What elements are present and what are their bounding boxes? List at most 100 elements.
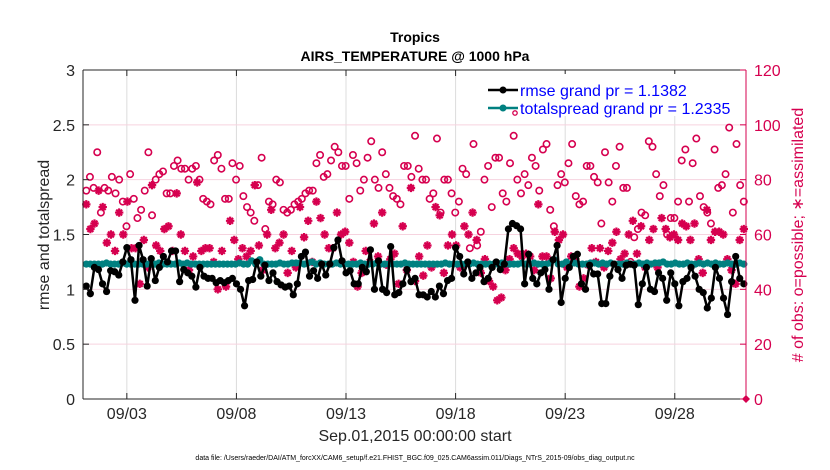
obs-possible-point xyxy=(641,211,650,220)
obs-possible-point xyxy=(221,194,230,203)
rmse-point xyxy=(577,280,586,288)
obs-possible-point xyxy=(217,164,226,173)
obs-assimilated-point xyxy=(361,246,370,256)
obs-possible-point xyxy=(604,178,613,187)
x-tick-label: 09/23 xyxy=(545,406,585,423)
obs-assimilated-point xyxy=(665,233,675,242)
obs-assimilated-point xyxy=(468,208,477,217)
rmse-point xyxy=(602,299,610,308)
rmse-point xyxy=(439,290,448,298)
obs-possible-point xyxy=(308,186,317,195)
obs-assimilated-point xyxy=(735,235,744,245)
rmse-point xyxy=(188,272,196,280)
obs-possible-point xyxy=(739,197,748,206)
obs-assimilated-point xyxy=(616,254,625,264)
legend-obs-circle-icon xyxy=(512,110,518,116)
rmse-point xyxy=(338,257,346,265)
rmse-point xyxy=(374,257,383,265)
y-tick-label-right: 120 xyxy=(754,63,781,80)
obs-possible-point xyxy=(403,161,412,170)
obs-possible-point xyxy=(553,181,562,190)
obs-possible-point xyxy=(85,172,94,181)
x-tick-label: 09/28 xyxy=(655,406,695,423)
legend-label-rmse: rmse grand pr = 1.1382 xyxy=(520,83,687,100)
obs-assimilated-point xyxy=(505,254,514,264)
chart-title: Tropics xyxy=(390,29,440,45)
obs-assimilated-point xyxy=(608,238,617,247)
obs-possible-point xyxy=(191,161,200,170)
legend-marker-totalspread xyxy=(499,104,507,112)
obs-assimilated-point xyxy=(320,230,329,239)
rmse-point xyxy=(163,258,172,266)
obs-possible-point xyxy=(582,161,591,170)
obs-possible-point xyxy=(297,194,306,203)
obs-possible-point xyxy=(173,156,182,165)
legend: rmse grand pr = 1.1382 totalspread grand… xyxy=(472,74,744,118)
obs-assimilated-point xyxy=(139,235,149,245)
obs-assimilated-point xyxy=(254,241,264,250)
obs-assimilated-point xyxy=(723,254,732,264)
obs-assimilated-point xyxy=(234,254,243,264)
obs-possible-point xyxy=(732,140,741,149)
obs-assimilated-point xyxy=(443,241,453,250)
rmse-point xyxy=(322,271,330,279)
obs-possible-point xyxy=(706,219,715,228)
obs-assimilated-point xyxy=(373,252,383,261)
obs-assimilated-point xyxy=(340,227,350,236)
y-tick-label-left: 0 xyxy=(66,392,75,409)
obs-assimilated-point xyxy=(271,244,280,253)
rmse-point xyxy=(654,269,663,277)
obs-possible-point xyxy=(374,183,383,192)
obs-possible-point xyxy=(232,175,241,184)
rmse-point xyxy=(366,246,375,254)
obs-assimilated-point xyxy=(193,178,202,187)
rmse-point xyxy=(585,261,594,269)
rmse-point xyxy=(232,280,241,288)
rmse-point xyxy=(472,269,480,277)
y-tick-label-right: 100 xyxy=(754,118,781,135)
obs-possible-point xyxy=(659,181,668,190)
obs-possible-point xyxy=(432,134,441,143)
obs-possible-point xyxy=(206,200,215,209)
rmse-point xyxy=(476,263,484,271)
obs-assimilated-point xyxy=(94,186,103,195)
rmse-point xyxy=(699,289,707,297)
obs-possible-point xyxy=(429,189,438,198)
rmse-point xyxy=(192,283,200,291)
obs-possible-point xyxy=(725,123,734,132)
obs-possible-point xyxy=(169,161,178,170)
obs-possible-point xyxy=(407,172,416,181)
rmse-point xyxy=(719,294,728,302)
rmse-point xyxy=(667,269,675,277)
obs-possible-point xyxy=(363,153,372,162)
obs-possible-point xyxy=(516,189,525,198)
rmse-point xyxy=(346,267,354,275)
rmse-point xyxy=(354,280,362,288)
obs-assimilated-point xyxy=(369,219,379,228)
obs-assimilated-point xyxy=(279,230,288,239)
obs-possible-point xyxy=(600,148,609,157)
rmse-point xyxy=(456,252,464,261)
y-tick-label-left: 3 xyxy=(66,63,75,80)
rmse-point xyxy=(618,274,626,282)
obs-possible-point xyxy=(275,178,284,187)
rmse-point xyxy=(715,274,724,282)
obs-assimilated-point xyxy=(694,254,703,264)
obs-possible-point xyxy=(462,170,471,179)
rmse-point xyxy=(533,280,541,288)
x-tick-label: 09/03 xyxy=(107,406,147,423)
rmse-point xyxy=(176,278,184,286)
obs-possible-point xyxy=(480,175,489,184)
obs-assimilated-point xyxy=(377,208,387,217)
obs-assimilated-point xyxy=(336,230,346,239)
legend-marker-rmse xyxy=(499,86,507,94)
obs-possible-point xyxy=(531,161,540,170)
rmse-point xyxy=(683,274,691,282)
obs-assimilated-point xyxy=(628,216,638,225)
obs-assimilated-point xyxy=(603,246,613,256)
obs-assimilated-point xyxy=(612,227,621,236)
obs-assimilated-point xyxy=(530,265,539,275)
obs-possible-point xyxy=(115,175,124,184)
obs-assimilated-point xyxy=(414,252,424,261)
y-axis-label: rmse and totalspread xyxy=(36,160,53,310)
